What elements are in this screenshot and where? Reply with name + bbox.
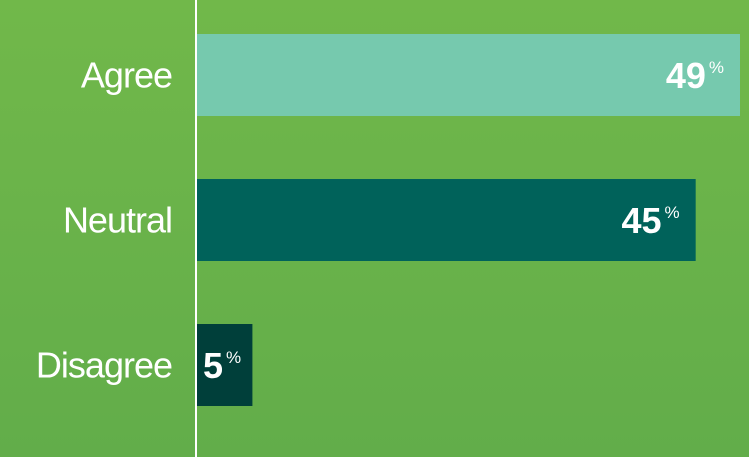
value-label-agree: 49% — [666, 55, 724, 96]
category-label-agree: Agree — [81, 55, 172, 96]
labels-layer: Agree 49 % Neutral 45 % Disagree 5% — [36, 55, 724, 386]
value-unit: % — [709, 58, 724, 77]
value-number: 45 — [622, 200, 662, 241]
category-label-disagree: Disagree — [36, 345, 172, 386]
value-number: 49 — [666, 55, 706, 96]
bar-neutral — [197, 179, 696, 261]
value-label-neutral: 45% — [622, 200, 680, 241]
bars-layer — [197, 34, 740, 406]
value-unit: % — [665, 203, 680, 222]
value-number: 5 — [203, 345, 223, 386]
bar-disagree — [197, 324, 253, 406]
value-label-disagree: 5% — [203, 345, 241, 386]
bar-agree — [197, 34, 740, 116]
category-label-neutral: Neutral — [63, 200, 172, 241]
value-unit: % — [226, 348, 241, 367]
